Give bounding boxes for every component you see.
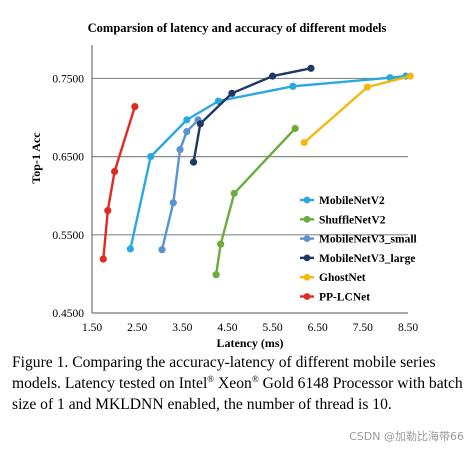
y-tick-label-0: 0.4500 bbox=[52, 308, 84, 320]
data-point-0-4 bbox=[289, 82, 297, 90]
data-point-1-0 bbox=[212, 271, 220, 279]
watermark: CSDN @加勒比海带66 bbox=[349, 430, 464, 443]
legend-swatch-marker-2 bbox=[303, 235, 311, 243]
latency-accuracy-chart: Comparsion of latency and accuracy of di… bbox=[29, 21, 418, 350]
y-tick-label-3: 0.7500 bbox=[52, 73, 84, 85]
data-point-5-1 bbox=[104, 206, 112, 215]
data-point-0-1 bbox=[147, 153, 155, 161]
x-tick-label-7: 8.50 bbox=[398, 322, 418, 334]
caption-text-1: Figure 1. Comparing the accuracy-latency… bbox=[12, 354, 436, 392]
legend: MobileNetV2 ShuffleNetV2 MobileNetV3_small… bbox=[300, 195, 417, 304]
legend-swatch-marker-3 bbox=[303, 254, 311, 262]
data-point-2-3 bbox=[183, 128, 191, 136]
data-point-4-1 bbox=[363, 83, 371, 91]
axes bbox=[91, 45, 408, 314]
legend-item-1: ShuffleNetV2 bbox=[300, 214, 386, 226]
caption-text-3: Gold 6148 Processor with batch size of 1… bbox=[12, 375, 463, 413]
x-tick-labels: 1.50 2.50 3.50 4.50 5.50 6.50 7.50 8.50 bbox=[82, 322, 418, 334]
data-point-5-2 bbox=[110, 167, 119, 176]
data-point-2-1 bbox=[169, 199, 177, 207]
legend-swatch-marker-1 bbox=[303, 215, 311, 223]
x-tick-label-5: 6.50 bbox=[308, 322, 328, 334]
x-axis-label: Latency (ms) bbox=[217, 336, 284, 350]
caption-text-2: Xeon bbox=[214, 375, 252, 392]
x-tick-label-4: 5.50 bbox=[263, 322, 283, 334]
x-tick-label-3: 4.50 bbox=[217, 322, 237, 334]
data-point-0-0 bbox=[126, 245, 134, 253]
registered-mark-1: ® bbox=[207, 374, 215, 384]
y-tick-label-2: 0.6500 bbox=[52, 152, 84, 164]
series-line-5 bbox=[102, 106, 137, 260]
chart-title: Comparsion of latency and accuracy of di… bbox=[88, 21, 387, 35]
legend-label-3: MobileNetV3_large bbox=[319, 253, 415, 265]
legend-label-0: MobileNetV2 bbox=[319, 195, 385, 207]
y-axis-label: Top-1 Acc bbox=[29, 132, 43, 184]
data-point-0-2 bbox=[183, 116, 191, 124]
x-tick-label-0: 1.50 bbox=[82, 322, 102, 334]
series-ghostnet bbox=[300, 72, 414, 147]
series-line-1 bbox=[214, 127, 296, 275]
data-point-1-3 bbox=[291, 124, 299, 133]
data-point-3-4 bbox=[307, 64, 315, 72]
legend-item-4: GhostNet bbox=[300, 272, 366, 284]
data-point-2-2 bbox=[176, 146, 184, 154]
series-mobilenetv3-large bbox=[189, 64, 315, 166]
legend-label-4: GhostNet bbox=[319, 272, 366, 284]
y-tick-labels: 0.4500 0.5500 0.6500 0.7500 bbox=[52, 73, 84, 320]
series-mobilenetv3-small bbox=[158, 116, 202, 254]
series-shufflenetv2 bbox=[212, 124, 299, 279]
legend-label-1: ShuffleNetV2 bbox=[319, 214, 386, 226]
legend-swatch-marker-0 bbox=[303, 196, 311, 204]
series-line-4 bbox=[303, 74, 411, 144]
legend-swatch-marker-4 bbox=[303, 273, 311, 281]
data-point-1-1 bbox=[217, 240, 225, 248]
data-point-1-2 bbox=[230, 189, 238, 197]
data-point-3-1 bbox=[196, 120, 204, 128]
x-tick-label-6: 7.50 bbox=[353, 322, 373, 334]
legend-label-2: MobileNetV3_small bbox=[319, 234, 417, 246]
legend-item-3: MobileNetV3_large bbox=[300, 253, 415, 265]
legend-item-0: MobileNetV2 bbox=[300, 195, 385, 207]
x-tick-label-1: 2.50 bbox=[127, 322, 147, 334]
legend-item-2: MobileNetV3_small bbox=[300, 234, 417, 246]
data-point-3-3 bbox=[268, 72, 277, 80]
data-point-2-0 bbox=[158, 246, 166, 254]
registered-mark-2: ® bbox=[251, 374, 259, 384]
data-point-5-3 bbox=[131, 103, 139, 111]
series-line-3 bbox=[192, 67, 312, 163]
series-pp-lcnet bbox=[99, 103, 139, 263]
grid-lines bbox=[92, 77, 408, 236]
series-layer bbox=[99, 64, 414, 279]
figure-caption: Figure 1. Comparing the accuracy-latency… bbox=[12, 352, 468, 415]
legend-item-5: PP-LCNet bbox=[300, 292, 370, 304]
data-point-3-2 bbox=[228, 89, 236, 97]
x-tick-label-2: 3.50 bbox=[172, 322, 192, 334]
chart-figure: Comparsion of latency and accuracy of di… bbox=[29, 21, 418, 350]
data-point-4-2 bbox=[406, 72, 414, 80]
legend-label-5: PP-LCNet bbox=[319, 292, 370, 304]
data-point-3-0 bbox=[189, 158, 198, 166]
data-point-0-5 bbox=[386, 74, 394, 82]
legend-swatch-marker-5 bbox=[303, 293, 311, 300]
data-point-4-0 bbox=[300, 138, 308, 147]
y-tick-label-1: 0.5500 bbox=[52, 230, 84, 242]
data-point-5-0 bbox=[99, 255, 107, 263]
